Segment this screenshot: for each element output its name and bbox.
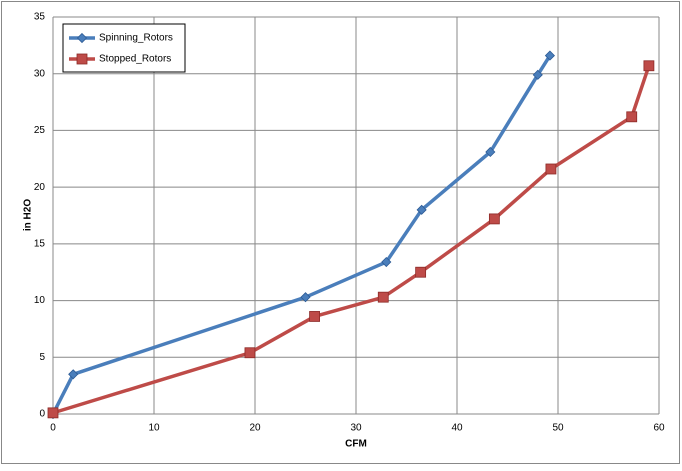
y-tick-label: 0 <box>39 409 45 420</box>
series-line <box>51 54 552 415</box>
x-axis-label: CFM <box>345 439 367 450</box>
point-marker <box>488 213 500 225</box>
x-tick-label: 10 <box>148 423 160 434</box>
x-tick-label: 40 <box>451 423 463 434</box>
point-marker <box>485 146 496 158</box>
point-marker <box>415 266 427 278</box>
y-tick-label: 5 <box>39 352 45 363</box>
point-marker <box>377 291 389 303</box>
point-marker <box>416 204 427 215</box>
point-marker <box>244 347 256 359</box>
point-marker <box>68 369 79 380</box>
point-marker <box>545 163 557 175</box>
y-axis-label: in H2O <box>23 199 34 231</box>
point-marker <box>47 407 59 419</box>
x-tick-label: 50 <box>552 423 564 434</box>
point-marker <box>76 53 88 65</box>
chart-frame <box>1 1 680 464</box>
x-tick-label: 60 <box>653 423 665 434</box>
x-tick-label: 30 <box>350 423 362 434</box>
legend-box <box>62 23 186 73</box>
y-tick-label: 15 <box>34 238 46 249</box>
point-marker <box>532 69 543 80</box>
point-marker <box>544 50 555 61</box>
legend-label: Stopped_Rotors <box>99 54 171 65</box>
x-tick-label: 20 <box>249 423 261 434</box>
point-marker <box>309 311 320 322</box>
legend-label: Spinning_Rotors <box>99 33 173 44</box>
y-tick-label: 30 <box>34 68 46 79</box>
point-marker <box>300 292 311 303</box>
point-marker <box>76 32 88 44</box>
point-marker <box>381 256 392 268</box>
x-tick-label: 0 <box>50 423 56 434</box>
point-marker <box>626 111 638 123</box>
y-tick-label: 20 <box>34 182 46 193</box>
y-tick-label: 10 <box>34 295 46 306</box>
y-tick-label: 25 <box>34 125 46 136</box>
y-tick-label: 35 <box>34 12 46 23</box>
point-marker <box>643 60 655 72</box>
